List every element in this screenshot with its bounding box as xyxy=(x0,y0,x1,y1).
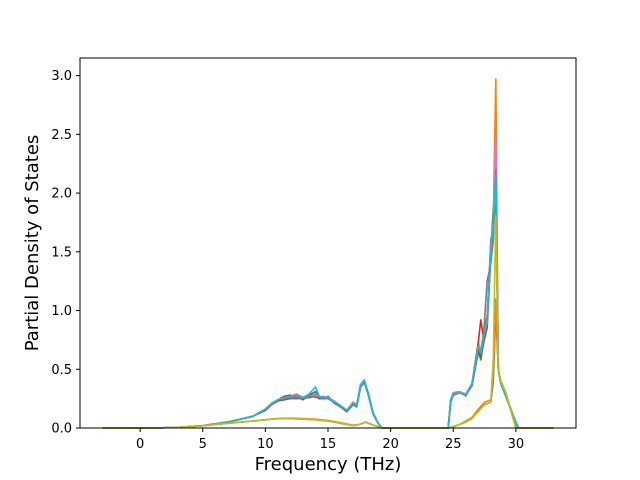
y-tick-label: 3.0 xyxy=(51,69,72,84)
series-layer xyxy=(102,78,554,429)
x-axis-ticks: 0 5 10 15 20 25 30 xyxy=(136,428,524,452)
x-tick-label: 0 xyxy=(136,437,144,452)
x-tick-label: 10 xyxy=(257,437,274,452)
y-tick-label: 0.5 xyxy=(51,363,72,378)
y-tick-label: 2.5 xyxy=(51,128,72,143)
series-line-11 xyxy=(102,215,554,429)
y-axis-ticks: 0.0 0.5 1.0 1.5 2.0 2.5 3.0 xyxy=(51,69,80,437)
x-tick-label: 20 xyxy=(382,437,399,452)
x-tick-label: 5 xyxy=(199,437,207,452)
series-line-8 xyxy=(102,174,554,429)
y-tick-label: 1.5 xyxy=(51,245,72,260)
y-tick-label: 1.0 xyxy=(51,304,72,319)
y-tick-label: 2.0 xyxy=(51,187,72,202)
x-tick-label: 30 xyxy=(508,437,525,452)
plot-area xyxy=(80,58,576,428)
x-tick-label: 25 xyxy=(445,437,462,452)
y-tick-label: 0.0 xyxy=(51,422,72,437)
x-tick-label: 15 xyxy=(320,437,337,452)
x-axis-label: Frequency (THz) xyxy=(255,454,402,475)
y-axis-label: Partial Density of States xyxy=(22,135,43,352)
